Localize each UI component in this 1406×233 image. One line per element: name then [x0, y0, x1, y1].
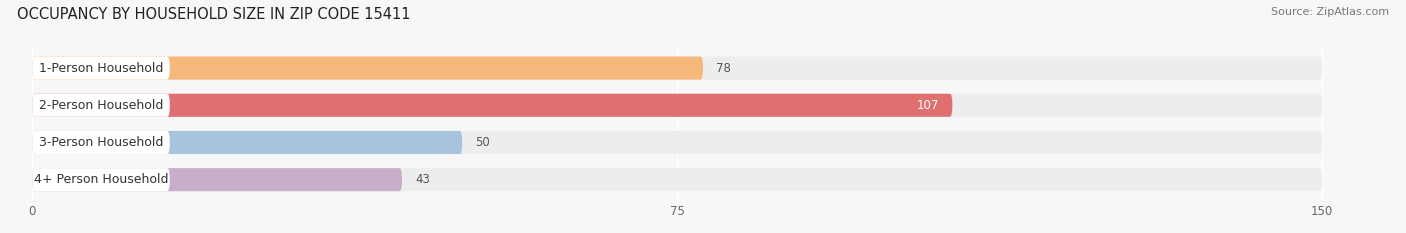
FancyBboxPatch shape [32, 94, 170, 117]
Text: 1-Person Household: 1-Person Household [39, 62, 163, 75]
FancyBboxPatch shape [32, 94, 952, 117]
FancyBboxPatch shape [32, 57, 1322, 80]
FancyBboxPatch shape [32, 131, 1322, 154]
FancyBboxPatch shape [32, 94, 1322, 117]
FancyBboxPatch shape [32, 57, 703, 80]
Text: 4+ Person Household: 4+ Person Household [34, 173, 169, 186]
FancyBboxPatch shape [32, 57, 170, 80]
Text: OCCUPANCY BY HOUSEHOLD SIZE IN ZIP CODE 15411: OCCUPANCY BY HOUSEHOLD SIZE IN ZIP CODE … [17, 7, 411, 22]
Text: 107: 107 [917, 99, 939, 112]
Text: 3-Person Household: 3-Person Household [39, 136, 163, 149]
Text: 2-Person Household: 2-Person Household [39, 99, 163, 112]
Text: 78: 78 [716, 62, 731, 75]
FancyBboxPatch shape [32, 168, 170, 191]
FancyBboxPatch shape [32, 168, 1322, 191]
Text: 50: 50 [475, 136, 489, 149]
Text: 43: 43 [415, 173, 430, 186]
Text: Source: ZipAtlas.com: Source: ZipAtlas.com [1271, 7, 1389, 17]
FancyBboxPatch shape [32, 131, 463, 154]
FancyBboxPatch shape [32, 168, 402, 191]
FancyBboxPatch shape [32, 131, 170, 154]
